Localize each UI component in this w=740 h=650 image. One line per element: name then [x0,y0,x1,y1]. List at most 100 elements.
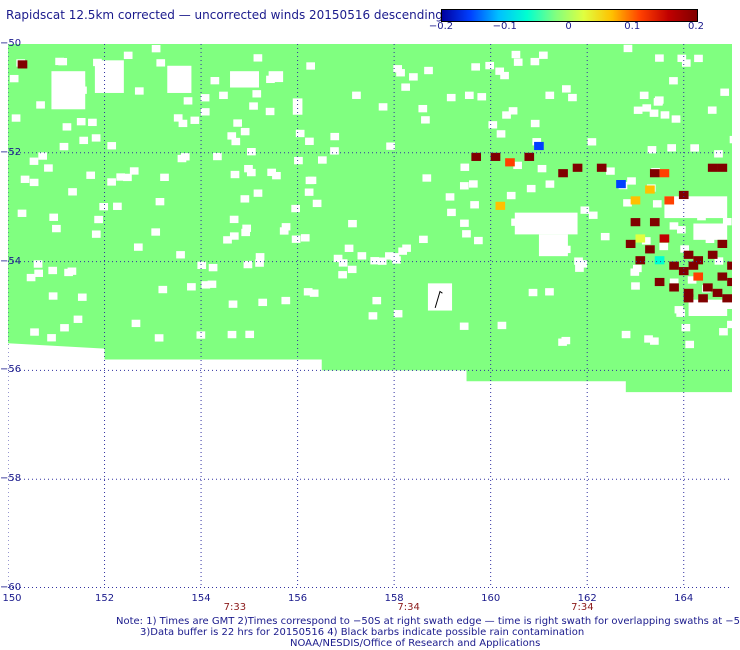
no-data-cell [29,178,39,187]
no-data-cell [307,176,317,185]
no-data-cell [528,288,538,297]
colorbar-tick-label: −0.1 [492,21,517,32]
no-data-cell [94,215,103,224]
no-data-cell [631,282,640,290]
no-data-cell [20,175,30,183]
no-data-cell [272,171,281,180]
no-data-cell [714,257,724,265]
no-data-cell [48,266,58,275]
no-data-cell [155,197,165,206]
no-data-cell [330,132,340,141]
no-data-cell [242,224,252,232]
wind-difference-cell [717,163,728,172]
no-data-cell [377,257,387,265]
no-data-cell [714,150,723,158]
no-data-cell [86,171,96,179]
no-data-cell [729,135,732,144]
no-data-cell [606,167,615,175]
no-data-cell [247,148,256,156]
no-data-cell [357,252,367,260]
no-data-cell [424,66,433,75]
no-data-cell [445,193,455,201]
no-data-cell [568,93,577,102]
no-data-cell [295,129,305,138]
no-data-cell [372,296,382,305]
no-data-cell [44,164,53,172]
rain-barb-icon [434,290,443,308]
no-data-cell [537,164,547,173]
no-data-cell [190,116,200,124]
no-data-cell [669,77,678,85]
wind-difference-cell [645,185,655,194]
no-data-cell [639,91,649,100]
no-data-cell [30,328,39,336]
no-data-cell [47,334,56,342]
no-data-cell [253,189,263,197]
no-data-patch [268,71,284,83]
wind-difference-cell [712,288,723,297]
wind-difference-cell [558,169,568,178]
no-data-cell [9,74,19,83]
no-data-cell [291,204,300,213]
no-data-cell [281,223,291,231]
no-data-cell [312,199,322,208]
no-data-cell [660,111,670,119]
no-data-cell [38,152,47,160]
no-data-patch [51,71,86,110]
no-data-cell [385,252,394,260]
no-data-cell [575,264,584,272]
no-data-cell [468,180,478,188]
no-data-cell [352,91,361,99]
no-data-cell [545,180,555,188]
no-data-cell [627,177,636,185]
no-data-cell [652,200,662,208]
note-line-3: NOAA/NESDIS/Office of Research and Appli… [290,638,541,649]
no-data-cell [677,226,686,234]
wind-difference-cell [490,152,501,161]
no-data-cell [29,157,39,165]
no-data-cell [587,138,597,146]
no-data-cell [338,259,348,267]
swath-time-label: 7:34 [571,602,594,613]
no-data-cell [318,156,327,164]
no-data-patch [292,98,303,115]
no-data-cell [200,94,210,102]
no-data-cell [231,137,241,146]
no-data-cell [249,102,258,110]
no-data-cell [727,320,732,329]
no-data-cell [511,50,521,59]
no-data-cell [240,195,250,203]
no-data-cell [116,173,126,181]
swath-coverage [8,44,732,393]
no-data-cell [213,152,222,161]
wind-difference-cell [572,163,583,172]
no-data-cell [393,310,403,318]
no-data-cell [526,184,536,193]
no-data-cell [158,285,168,294]
no-data-cell [255,253,265,261]
note-line-1: Note: 1) Times are GMT 2)Times correspon… [116,616,740,627]
no-data-cell [91,134,101,142]
no-data-cell [303,288,313,296]
no-data-cell [99,202,109,211]
lon-tick-label: 160 [481,593,501,604]
no-data-cell [17,209,27,217]
no-data-cell [36,101,45,109]
no-data-cell [73,315,83,323]
wind-difference-cell [630,196,641,205]
no-data-cell [123,51,133,59]
lon-tick-label: 150 [2,593,22,604]
no-data-patch [664,196,728,219]
no-data-cell [60,324,69,332]
lon-tick-label: 152 [94,593,115,604]
no-data-patch [514,212,578,235]
no-data-cell [654,97,663,106]
lon-tick-label: 156 [288,593,308,604]
no-data-cell [123,173,132,182]
no-data-cell [508,107,518,115]
wind-difference-cell [669,283,679,292]
no-data-cell [107,178,116,186]
no-data-cell [722,217,732,226]
no-data-cell [459,322,469,330]
no-data-cell [253,54,263,62]
